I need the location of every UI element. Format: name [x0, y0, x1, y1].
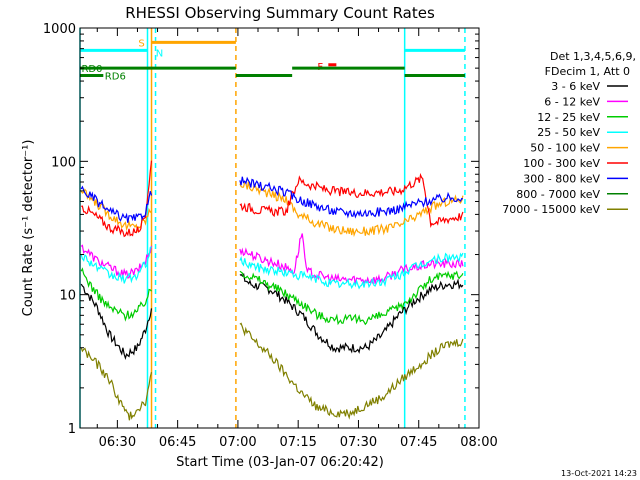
state-label-RD0: RD0: [81, 64, 102, 75]
series-line-3-0: [80, 246, 152, 284]
x-tick-label-4: 07:30: [340, 435, 377, 450]
x-tick-label-6: 08:00: [460, 435, 497, 450]
legend-header-0: Det 1,3,4,5,6,9,: [550, 50, 636, 63]
legend-entry-6: 300 - 800 keV: [523, 172, 600, 185]
x-axis-label: Start Time (03-Jan-07 06:20:42): [176, 455, 384, 470]
legend-entry-2: 12 - 25 keV: [537, 111, 600, 124]
legend-entry-8: 7000 - 15000 keV: [502, 203, 600, 216]
chart-title: RHESSI Observing Summary Count Rates: [125, 4, 435, 22]
footer-date: 13-Oct-2021 14:23: [561, 469, 637, 478]
x-tick-label-0: 06:30: [99, 435, 136, 450]
state-label-RD6: RD6: [105, 72, 126, 83]
legend-entry-5: 100 - 300 keV: [523, 157, 600, 170]
state-label-S: S: [138, 38, 144, 49]
series-line-6-1: [239, 176, 464, 219]
y-tick-label-3: 1000: [43, 22, 76, 37]
series-line-6-0: [80, 185, 153, 223]
series-line-0-0: [80, 283, 153, 360]
legend-entry-1: 6 - 12 keV: [544, 95, 600, 108]
plot-frame: [79, 27, 480, 429]
y-tick-label-0: 1: [68, 422, 76, 437]
y-tick-label-1: 10: [59, 289, 76, 304]
x-tick-label-5: 07:45: [400, 435, 437, 450]
series-line-1-0: [80, 244, 153, 279]
x-tick-label-2: 07:00: [219, 435, 256, 450]
x-tick-label-1: 06:45: [159, 435, 196, 450]
x-tick-label-3: 07:15: [279, 435, 316, 450]
legend-entry-3: 25 - 50 keV: [537, 126, 600, 139]
series-line-4-1: [239, 181, 464, 238]
legend-entry-7: 800 - 7000 keV: [516, 188, 600, 201]
series-line-1-1: [239, 233, 464, 285]
series-line-2-0: [80, 267, 152, 322]
series-line-8-1: [239, 322, 464, 420]
series-line-2-1: [239, 270, 464, 326]
series-line-3-1: [239, 252, 464, 290]
series-line-5-0: [81, 160, 153, 238]
y-axis-label: Count Rate (s⁻¹ detector⁻¹): [21, 140, 36, 317]
series-line-8-0: [80, 347, 153, 421]
legend-entry-4: 50 - 100 keV: [530, 142, 600, 155]
legend-header-1: FDecim 1, Att 0: [545, 65, 630, 78]
y-tick-label-2: 100: [51, 155, 76, 170]
state-label-N: N: [156, 48, 163, 59]
legend-entry-0: 3 - 6 keV: [551, 80, 600, 93]
series-line-0-1: [239, 272, 464, 354]
